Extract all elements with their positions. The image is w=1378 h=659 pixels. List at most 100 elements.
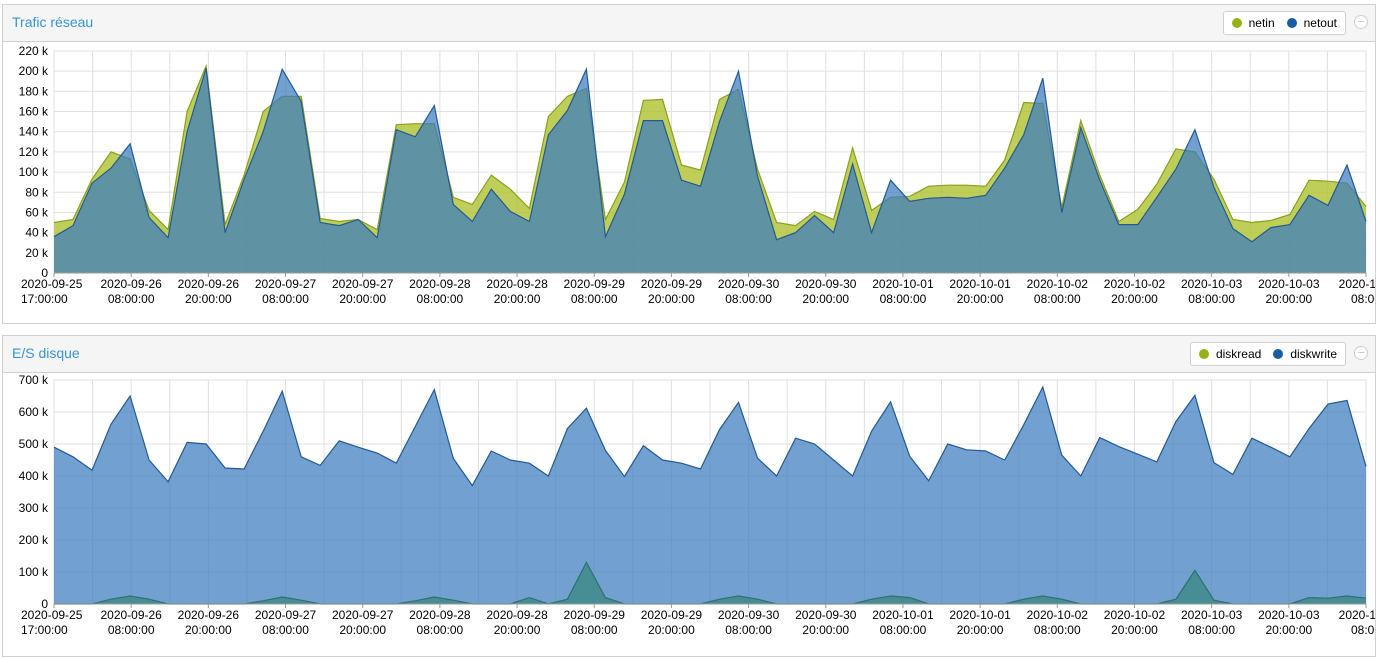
x-tick-label-time: 08:00 [1351, 623, 1375, 637]
x-tick-label-date: 2020-10-03 [1181, 608, 1243, 622]
x-tick-label-time: 08:00:00 [417, 292, 464, 306]
y-tick-label: 600 k [19, 405, 49, 419]
y-tick-label: 300 k [19, 501, 49, 515]
x-tick-label-date: 2020-09-30 [795, 608, 857, 622]
y-tick-label: 200 k [19, 533, 49, 547]
x-tick-label-date: 2020-10-1 [1339, 277, 1375, 291]
legend-dot-icon [1231, 18, 1242, 28]
legend-label-netin: netin [1248, 16, 1275, 30]
network-panel-header: Trafic réseau netin netout [3, 5, 1375, 42]
x-tick-label-date: 2020-09-29 [564, 277, 626, 291]
collapse-minus-icon[interactable] [1354, 15, 1368, 29]
x-tick-label-date: 2020-10-03 [1258, 277, 1320, 291]
x-tick-label-date: 2020-09-30 [718, 608, 780, 622]
x-tick-label-date: 2020-10-01 [872, 608, 934, 622]
x-tick-label-time: 08:00:00 [1034, 623, 1081, 637]
y-tick-label: 80 k [25, 185, 49, 199]
x-tick-label-time: 08:00:00 [880, 623, 927, 637]
x-tick-label-date: 2020-09-26 [178, 608, 240, 622]
x-tick-label-time: 08:00:00 [108, 292, 155, 306]
disk-panel-title: E/S disque [12, 345, 80, 361]
collapse-minus-icon[interactable] [1354, 346, 1368, 360]
y-tick-label: 220 k [19, 44, 49, 58]
x-tick-label-date: 2020-10-02 [1104, 608, 1166, 622]
x-tick-label-time: 20:00:00 [494, 292, 541, 306]
legend-dot-icon [1273, 349, 1284, 359]
series-area-diskwrite [54, 387, 1366, 604]
x-tick-label-time: 20:00:00 [1265, 623, 1312, 637]
x-tick-label-date: 2020-09-27 [332, 277, 394, 291]
legend-item-diskread[interactable]: diskread [1198, 347, 1262, 361]
legend-item-netout[interactable]: netout [1286, 16, 1337, 30]
x-tick-label-time: 08:00:00 [262, 292, 309, 306]
x-tick-label-date: 2020-09-28 [486, 608, 548, 622]
x-tick-label-date: 2020-09-25 [21, 608, 83, 622]
x-tick-label-date: 2020-09-26 [100, 277, 162, 291]
x-tick-label-date: 2020-10-01 [872, 277, 934, 291]
x-tick-label-date: 2020-09-28 [409, 608, 471, 622]
x-tick-label-time: 08:00:00 [725, 292, 772, 306]
x-tick-label-time: 20:00:00 [957, 623, 1004, 637]
legend-item-netin[interactable]: netin [1231, 16, 1275, 30]
x-tick-label-date: 2020-10-03 [1181, 277, 1243, 291]
x-tick-label-date: 2020-09-27 [255, 277, 317, 291]
legend-item-diskwrite[interactable]: diskwrite [1273, 347, 1337, 361]
x-tick-label-date: 2020-10-01 [949, 277, 1011, 291]
x-tick-label-date: 2020-10-02 [1027, 608, 1089, 622]
x-tick-label-time: 08:00:00 [571, 292, 618, 306]
network-traffic-panel: Trafic réseau netin netout 0 20 k 40 k 60 k… [2, 4, 1376, 324]
disk-legend: diskread diskwrite [1189, 342, 1346, 366]
y-tick-label: 400 k [19, 469, 49, 483]
x-tick-label-time: 20:00:00 [1265, 292, 1312, 306]
x-tick-label-date: 2020-09-27 [255, 608, 317, 622]
y-tick-label: 200 k [19, 64, 49, 78]
x-tick-label-date: 2020-10-03 [1258, 608, 1320, 622]
y-tick-label: 100 k [19, 565, 49, 579]
x-tick-label-date: 2020-09-27 [332, 608, 394, 622]
x-tick-label-date: 2020-09-29 [641, 608, 703, 622]
x-tick-label-time: 08:00:00 [108, 623, 155, 637]
x-tick-label-time: 20:00:00 [648, 623, 695, 637]
y-tick-label: 700 k [19, 373, 49, 387]
network-traffic-chart: 0 20 k 40 k 60 k 80 k 100 k 120 k 140 k 160 k 180… [19, 44, 1375, 306]
x-tick-label-time: 20:00:00 [648, 292, 695, 306]
legend-label-diskread: diskread [1215, 347, 1262, 361]
x-tick-label-time: 17:00:00 [21, 623, 68, 637]
x-tick-label-date: 2020-09-30 [718, 277, 780, 291]
x-tick-label-time: 20:00:00 [802, 623, 849, 637]
disk-io-panel: E/S disque diskread diskwrite 0 100 k 200 … [2, 335, 1376, 657]
x-tick-label-time: 20:00:00 [957, 292, 1004, 306]
x-tick-label-time: 08:00:00 [1188, 623, 1235, 637]
y-tick-label: 20 k [25, 246, 49, 260]
x-tick-label-time: 20:00:00 [494, 623, 541, 637]
x-tick-label-time: 08:00:00 [417, 623, 464, 637]
disk-io-chart: 0 100 k 200 k 300 k 400 k 500 k 600 k 700 k 2020… [19, 373, 1375, 637]
x-tick-label-time: 08:00:00 [262, 623, 309, 637]
x-tick-label-time: 20:00:00 [802, 292, 849, 306]
legend-dot-icon [1286, 18, 1297, 28]
y-tick-label: 60 k [25, 205, 49, 219]
x-tick-label-time: 08:00:00 [725, 623, 772, 637]
legend-label-diskwrite: diskwrite [1290, 347, 1337, 361]
x-tick-label-time: 08:00:00 [1034, 292, 1081, 306]
x-tick-label-time: 08:00:00 [880, 292, 927, 306]
x-tick-label-date: 2020-10-02 [1104, 277, 1166, 291]
legend-dot-icon [1198, 349, 1209, 359]
x-tick-label-date: 2020-09-30 [795, 277, 857, 291]
y-tick-label: 500 k [19, 437, 49, 451]
x-tick-label-date: 2020-10-01 [949, 608, 1011, 622]
x-tick-label-date: 2020-09-26 [178, 277, 240, 291]
x-tick-label-date: 2020-09-29 [641, 277, 703, 291]
disk-panel-header: E/S disque diskread diskwrite [3, 336, 1375, 373]
x-tick-label-time: 08:00 [1351, 292, 1375, 306]
y-tick-label: 120 k [19, 145, 49, 159]
series-line-diskwrite [53, 385, 1367, 487]
x-tick-label-date: 2020-09-28 [409, 277, 471, 291]
x-tick-label-date: 2020-10-02 [1027, 277, 1089, 291]
x-tick-label-date: 2020-09-25 [21, 277, 83, 291]
x-tick-label-time: 08:00:00 [571, 623, 618, 637]
x-tick-label-time: 20:00:00 [1111, 623, 1158, 637]
series-area-netout [54, 68, 1366, 273]
x-tick-label-date: 2020-10-1 [1339, 608, 1375, 622]
y-tick-label: 180 k [19, 84, 49, 98]
